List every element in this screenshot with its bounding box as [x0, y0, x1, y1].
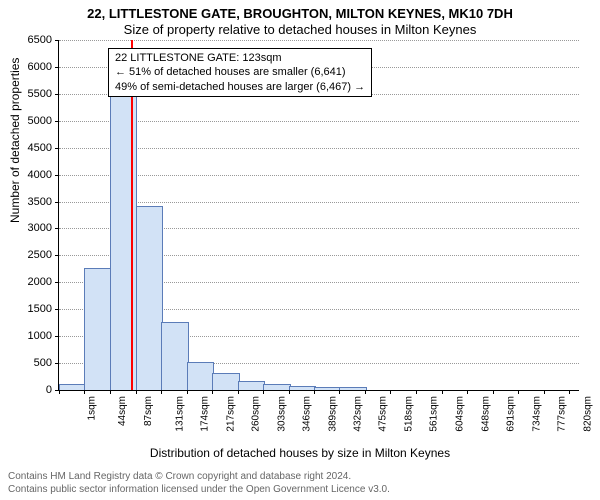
xtick-label: 734sqm — [531, 396, 542, 432]
xtick-mark — [161, 390, 162, 394]
histogram-bar — [84, 268, 111, 390]
xtick-mark — [212, 390, 213, 394]
ytick-mark — [55, 202, 59, 203]
footer-line-2: Contains public sector information licen… — [8, 484, 592, 497]
annotation-box: 22 LITTLESTONE GATE: 123sqm ← 51% of det… — [108, 48, 372, 97]
ytick-mark — [55, 228, 59, 229]
histogram-bar — [212, 373, 239, 390]
xtick-label: 174sqm — [200, 396, 211, 432]
annotation-line-3: 49% of semi-detached houses are larger (… — [115, 80, 365, 94]
histogram-bar — [59, 384, 86, 390]
xtick-label: 346sqm — [302, 396, 313, 432]
ytick-label: 2500 — [12, 249, 52, 261]
ytick-mark — [55, 282, 59, 283]
chart-title-desc: Size of property relative to detached ho… — [0, 22, 600, 37]
footer-line-1: Contains HM Land Registry data © Crown c… — [8, 471, 592, 484]
histogram-bar — [238, 381, 265, 390]
ytick-mark — [55, 175, 59, 176]
xtick-mark — [110, 390, 111, 394]
histogram-bar — [339, 387, 366, 390]
ytick-mark — [55, 255, 59, 256]
xtick-label: 475sqm — [378, 396, 389, 432]
xtick-label: 691sqm — [506, 396, 517, 432]
xtick-mark — [493, 390, 494, 394]
ytick-label: 0 — [12, 384, 52, 396]
xtick-mark — [84, 390, 85, 394]
xtick-mark — [442, 390, 443, 394]
xtick-mark — [390, 390, 391, 394]
xtick-label: 518sqm — [403, 396, 414, 432]
gridline — [59, 40, 579, 41]
xtick-label: 1sqm — [86, 396, 97, 420]
xtick-mark — [263, 390, 264, 394]
ytick-label: 1500 — [12, 303, 52, 315]
xtick-label: 44sqm — [117, 396, 128, 426]
annotation-line-2: ← 51% of detached houses are smaller (6,… — [115, 65, 365, 79]
footer-attribution: Contains HM Land Registry data © Crown c… — [8, 471, 592, 496]
xtick-mark — [467, 390, 468, 394]
ytick-label: 5500 — [12, 88, 52, 100]
chart-title-address: 22, LITTLESTONE GATE, BROUGHTON, MILTON … — [0, 6, 600, 21]
histogram-bar — [161, 322, 188, 390]
ytick-mark — [55, 336, 59, 337]
ytick-label: 1000 — [12, 330, 52, 342]
xtick-mark — [365, 390, 366, 394]
xtick-mark — [569, 390, 570, 394]
xtick-mark — [136, 390, 137, 394]
xtick-label: 389sqm — [327, 396, 338, 432]
xtick-label: 820sqm — [582, 396, 593, 432]
xtick-label: 604sqm — [454, 396, 465, 432]
xtick-mark — [187, 390, 188, 394]
ytick-label: 4500 — [12, 142, 52, 154]
xtick-label: 777sqm — [557, 396, 568, 432]
xtick-label: 131sqm — [174, 396, 185, 432]
histogram-bar — [314, 387, 341, 390]
xtick-label: 561sqm — [429, 396, 440, 432]
histogram-bar — [289, 386, 316, 390]
ytick-label: 3500 — [12, 196, 52, 208]
xtick-mark — [416, 390, 417, 394]
xtick-label: 303sqm — [276, 396, 287, 432]
ytick-mark — [55, 148, 59, 149]
histogram-bar — [263, 384, 290, 390]
xtick-label: 260sqm — [251, 396, 262, 432]
histogram-bar — [187, 362, 214, 390]
xtick-mark — [314, 390, 315, 394]
chart-container: 22, LITTLESTONE GATE, BROUGHTON, MILTON … — [0, 0, 600, 500]
xtick-label: 87sqm — [143, 396, 154, 426]
ytick-label: 4000 — [12, 169, 52, 181]
xtick-mark — [518, 390, 519, 394]
x-axis-label: Distribution of detached houses by size … — [0, 446, 600, 460]
histogram-bar — [110, 87, 137, 390]
xtick-label: 648sqm — [480, 396, 491, 432]
xtick-label: 432sqm — [353, 396, 364, 432]
ytick-mark — [55, 121, 59, 122]
annotation-line-1: 22 LITTLESTONE GATE: 123sqm — [115, 51, 365, 65]
histogram-bar — [136, 206, 163, 390]
ytick-label: 2000 — [12, 276, 52, 288]
xtick-mark — [289, 390, 290, 394]
ytick-label: 6500 — [12, 34, 52, 46]
ytick-mark — [55, 94, 59, 95]
ytick-label: 5000 — [12, 115, 52, 127]
ytick-mark — [55, 363, 59, 364]
xtick-mark — [238, 390, 239, 394]
ytick-mark — [55, 309, 59, 310]
ytick-mark — [55, 67, 59, 68]
xtick-mark — [544, 390, 545, 394]
xtick-mark — [339, 390, 340, 394]
xtick-mark — [59, 390, 60, 394]
ytick-label: 3000 — [12, 222, 52, 234]
xtick-label: 217sqm — [225, 396, 236, 432]
ytick-mark — [55, 40, 59, 41]
ytick-label: 500 — [12, 357, 52, 369]
ytick-label: 6000 — [12, 61, 52, 73]
